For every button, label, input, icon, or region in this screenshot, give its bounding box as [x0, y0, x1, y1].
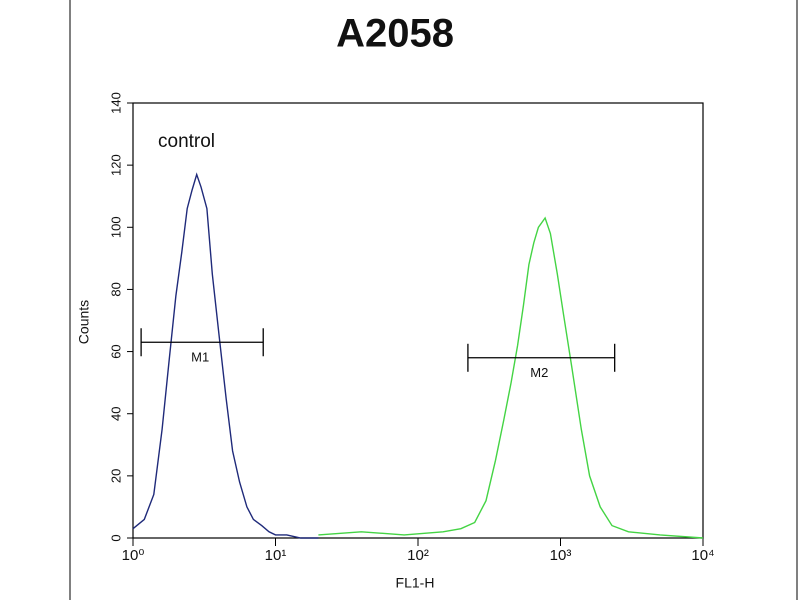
- x-tick-label: 10²: [407, 547, 429, 564]
- x-tick-label: 10³: [550, 547, 572, 564]
- series-label: control: [158, 131, 215, 152]
- gate-label: M2: [530, 365, 548, 380]
- y-tick-label: 80: [108, 282, 123, 296]
- histogram-line: [132, 172, 319, 539]
- y-tick-label: 0: [108, 534, 123, 541]
- y-tick-label: 40: [108, 406, 123, 420]
- y-tick-label: 120: [108, 154, 123, 176]
- y-tick-label: 100: [108, 216, 123, 238]
- plot-frame: [132, 102, 704, 539]
- chart-title: A2058: [336, 12, 454, 56]
- histogram-line: [318, 216, 704, 539]
- y-axis-label: Counts: [76, 300, 92, 344]
- x-tick-label: 10⁴: [691, 547, 714, 564]
- x-tick-label: 10¹: [265, 547, 287, 564]
- y-tick-label: 140: [108, 92, 123, 114]
- x-tick-label: 10⁰: [122, 547, 145, 564]
- x-axis-label: FL1-H: [396, 575, 435, 591]
- gate-label: M1: [191, 350, 209, 365]
- y-tick-label: 60: [108, 344, 123, 358]
- y-tick-label: 20: [108, 469, 123, 483]
